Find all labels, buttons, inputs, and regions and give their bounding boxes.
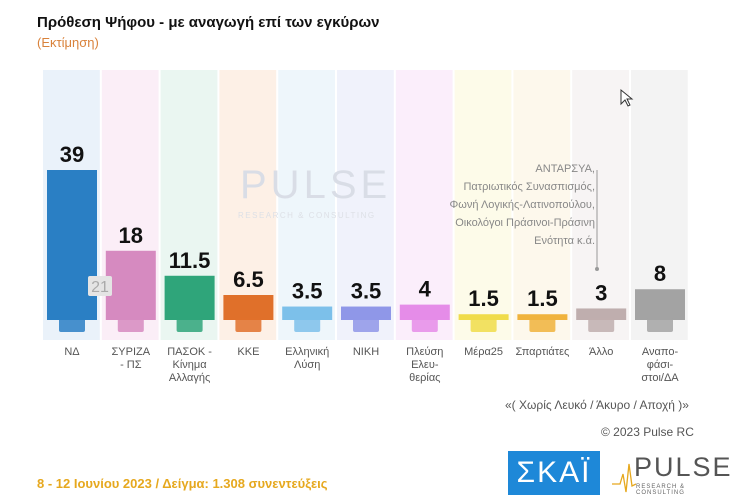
category-label: Αλλαγής [169, 372, 210, 384]
value-label: 8 [654, 261, 666, 286]
bar-0 [47, 170, 97, 320]
category-label: Ελευ- [411, 359, 439, 371]
party-logo-icon [529, 318, 556, 332]
other-parties-note: ΑΝΤΑΡΣΥΑ, Πατριωτικός Συνασπισμός, Φωνή … [440, 160, 595, 250]
party-logo-icon [294, 318, 321, 332]
party-logo-icon [588, 318, 615, 332]
category-label: Αναπο- [642, 346, 679, 358]
category-label: Λύση [294, 359, 320, 371]
pulse-logo: PULSE RESEARCH & CONSULTING [612, 452, 731, 496]
bar-3 [223, 295, 274, 320]
party-logo-icon [176, 318, 203, 332]
value-label: 4 [419, 277, 432, 302]
note-arrow-head [595, 267, 599, 271]
value-label: 39 [60, 142, 84, 167]
category-label: Πλεύση [406, 346, 443, 358]
note-line: Οικολόγοι Πράσινοι-Πράσινη [455, 217, 595, 229]
value-label: 3.5 [292, 279, 323, 304]
mouse-cursor-icon [620, 88, 634, 107]
category-label: ΠΑΣΟΚ - [167, 346, 212, 358]
bar-9 [576, 308, 627, 320]
column-panel [395, 70, 453, 340]
note-line: Φωνή Λογικής-Λατινοπούλου, [449, 199, 595, 211]
note-line: Ενότητα κ.ά. [534, 235, 595, 247]
bar-6 [399, 304, 450, 320]
category-label: στοι/ΔΑ [641, 372, 679, 384]
value-label: 18 [119, 223, 143, 248]
column-panel [454, 70, 512, 340]
gap-label: 21 [91, 279, 109, 296]
party-logo-icon [411, 318, 438, 332]
column-panel [278, 70, 335, 340]
value-label: 3.5 [351, 279, 382, 304]
copyright: © 2023 Pulse RC [601, 425, 694, 439]
party-logo-icon [59, 318, 85, 332]
chart-title: Πρόθεση Ψήφου - με αναγωγή επί των εγκύρ… [37, 14, 380, 31]
note-line: Πατριωτικός Συνασπισμός, [463, 181, 595, 193]
party-logo-icon [647, 318, 673, 332]
pulse-logo-subtext: RESEARCH & CONSULTING [636, 484, 686, 496]
watermark-sub: RESEARCH & CONSULTING [238, 211, 376, 220]
category-label: ΣΥΡΙΖΑ [112, 346, 151, 358]
party-logo-icon [353, 318, 379, 332]
bar-2 [164, 275, 215, 320]
category-label: θερίας [409, 372, 440, 384]
skai-logo: ΣΚΑΪ [508, 451, 600, 495]
bar-chart: PULSE RESEARCH & CONSULTING 39 ΝΔ 18 ΣΥΡΙΖΑ- … [43, 70, 688, 384]
category-label: Άλλο [589, 346, 613, 358]
party-logo-icon [117, 318, 144, 332]
exclusion-note: «( Χωρίς Λευκό / Άκυρο / Αποχή )» [505, 398, 689, 412]
category-label: Σπαρτιάτες [515, 346, 569, 358]
bar-4 [282, 306, 333, 320]
column-panel [337, 70, 394, 340]
value-label: 1.5 [468, 286, 499, 311]
pulse-logo-text: PULSE [634, 452, 733, 482]
category-label: ΝΙΚΗ [353, 346, 379, 358]
chart-subtitle: (Εκτίμηση) [37, 35, 99, 50]
category-label: φάσι- [647, 359, 674, 371]
category-label: Ελληνική [285, 346, 329, 358]
bar-7 [458, 314, 509, 320]
category-label: ΝΔ [64, 346, 80, 358]
party-logo-icon [470, 318, 497, 332]
watermark-pulse: PULSE [240, 163, 391, 207]
category-label: - ΠΣ [120, 359, 142, 371]
note-line: ΑΝΤΑΡΣΥΑ, [535, 163, 595, 175]
value-label: 11.5 [169, 248, 211, 273]
bar-8 [517, 314, 568, 320]
value-label: 1.5 [527, 286, 558, 311]
column-panel [572, 70, 629, 340]
category-label: Μέρα25 [464, 346, 503, 358]
bar-5 [341, 306, 391, 320]
value-label: 3 [595, 280, 607, 305]
bar-1 [105, 250, 156, 320]
category-label: ΚΚΕ [237, 346, 259, 358]
party-logo-icon [235, 318, 262, 332]
gap-label-box [88, 276, 112, 296]
value-label: 6.5 [233, 267, 264, 292]
category-label: Κίνημα [173, 359, 208, 371]
bar-10 [635, 289, 685, 320]
column-panel [513, 70, 571, 340]
survey-date-sample: 8 - 12 Ιουνίου 2023 / Δείγμα: 1.308 συνε… [37, 476, 328, 491]
